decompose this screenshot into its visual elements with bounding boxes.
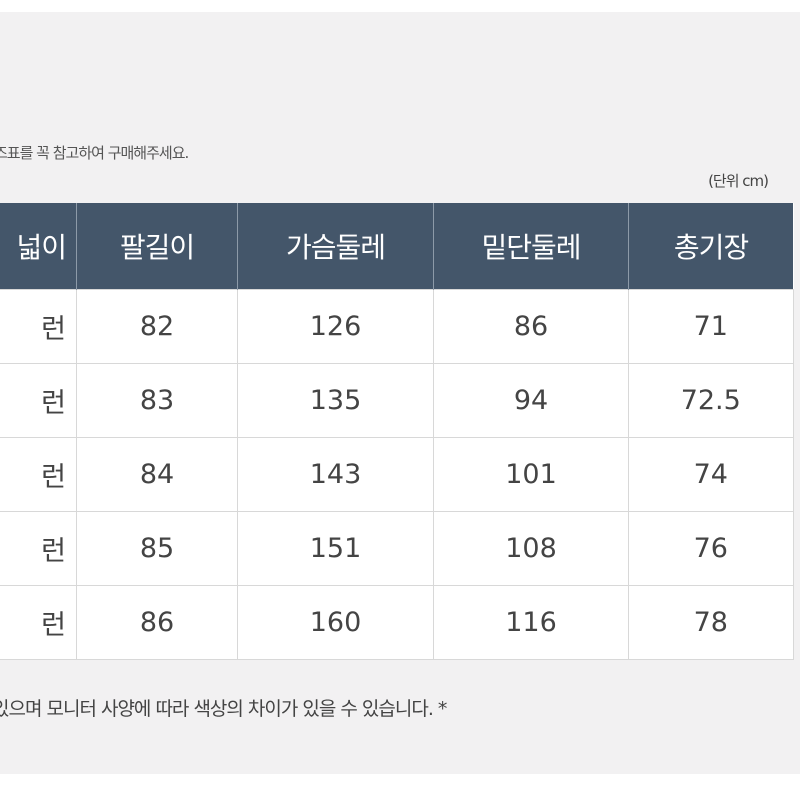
table-cell: 116 <box>433 585 629 660</box>
table-cell: 101 <box>433 437 629 512</box>
table-cell: 151 <box>237 511 434 586</box>
size-table: 넓이 팔길이 가슴둘레 밑단둘레 총기장 런 82 126 86 71 런 83 135 94 7… <box>0 203 794 660</box>
header-cell: 가슴둘레 <box>237 203 434 290</box>
table-row: 런 82 126 86 71 <box>0 289 794 364</box>
unit-label: (단위 cm) <box>708 172 769 190</box>
table-row: 런 86 160 116 78 <box>0 585 794 660</box>
table-cell: 런 <box>0 585 77 660</box>
header-cell: 총기장 <box>628 203 793 290</box>
table-cell: 83 <box>76 363 238 438</box>
header-cell: 팔길이 <box>76 203 238 290</box>
table-cell: 126 <box>237 289 434 364</box>
color-disclaimer-text: 있으며 모니터 사양에 따라 색상의 차이가 있을 수 있습니다. * <box>0 698 447 720</box>
table-row: 런 85 151 108 76 <box>0 511 794 586</box>
table-cell: 78 <box>628 585 794 660</box>
header-cell: 넓이 <box>0 203 77 290</box>
table-cell: 런 <box>0 437 77 512</box>
table-cell: 76 <box>628 511 794 586</box>
table-cell: 72.5 <box>628 363 794 438</box>
table-cell: 85 <box>76 511 238 586</box>
table-cell: 74 <box>628 437 794 512</box>
table-header-row: 넓이 팔길이 가슴둘레 밑단둘레 총기장 <box>0 203 793 290</box>
table-cell: 런 <box>0 289 77 364</box>
table-cell: 82 <box>76 289 238 364</box>
table-cell: 런 <box>0 511 77 586</box>
size-notice-text: 즈표를 꼭 참고하여 구매해주세요. <box>0 144 189 162</box>
table-cell: 86 <box>433 289 629 364</box>
table-row: 런 83 135 94 72.5 <box>0 363 794 438</box>
table-cell: 84 <box>76 437 238 512</box>
table-cell: 135 <box>237 363 434 438</box>
table-cell: 런 <box>0 363 77 438</box>
table-cell: 71 <box>628 289 794 364</box>
table-cell: 108 <box>433 511 629 586</box>
header-cell: 밑단둘레 <box>433 203 629 290</box>
table-cell: 143 <box>237 437 434 512</box>
table-cell: 94 <box>433 363 629 438</box>
table-row: 런 84 143 101 74 <box>0 437 794 512</box>
table-cell: 160 <box>237 585 434 660</box>
table-cell: 86 <box>76 585 238 660</box>
